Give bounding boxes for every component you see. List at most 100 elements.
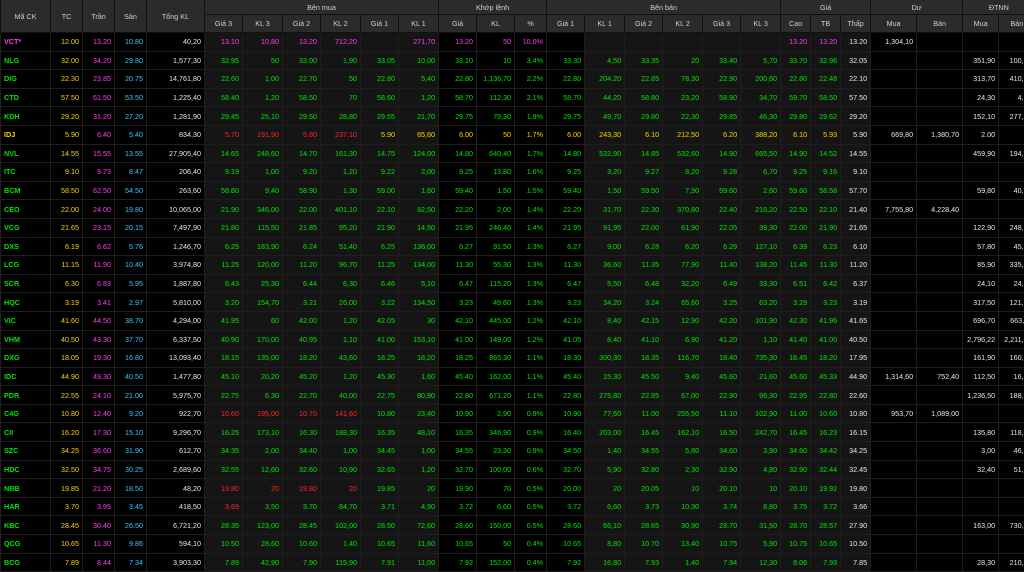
symbol-cell[interactable]: BCG	[1, 553, 51, 572]
subheader-17[interactable]: Thấp	[841, 15, 871, 33]
subheader-5[interactable]: KL 1	[399, 15, 439, 33]
subheader-21[interactable]: Bán	[999, 15, 1024, 33]
symbol-cell[interactable]: NLG	[1, 51, 51, 70]
subheader-11[interactable]: Giá 2	[625, 15, 663, 33]
symbol-cell[interactable]: NBB	[1, 479, 51, 498]
symbol-cell[interactable]: SZC	[1, 442, 51, 461]
header-floor[interactable]: Sàn	[115, 0, 147, 33]
subheader-14[interactable]: KL 3	[741, 15, 781, 33]
symbol-cell[interactable]: KDH	[1, 107, 51, 126]
subheader-6[interactable]: Giá	[439, 15, 477, 33]
data-cell: 1,380,70	[917, 125, 963, 144]
symbol-cell[interactable]: QCG	[1, 535, 51, 554]
data-cell: 7.93	[625, 553, 663, 572]
symbol-cell[interactable]: HQC	[1, 293, 51, 312]
symbol-cell[interactable]: CTD	[1, 88, 51, 107]
subheader-1[interactable]: KL 3	[243, 15, 283, 33]
subheader-9[interactable]: Giá 1	[547, 15, 585, 33]
symbol-cell[interactable]: IDC	[1, 367, 51, 386]
data-cell: 30,90	[663, 516, 703, 535]
data-cell: 41.10	[625, 330, 663, 349]
data-cell: 16.25	[205, 423, 243, 442]
data-cell: 11.10	[703, 404, 741, 423]
data-cell: 135,00	[243, 349, 283, 368]
subheader-2[interactable]: Giá 2	[283, 15, 321, 33]
data-cell: 10.70	[625, 535, 663, 554]
subheader-13[interactable]: Giá 3	[703, 15, 741, 33]
header-total-volume[interactable]: Tổng KL	[147, 0, 205, 33]
subheader-8[interactable]: %	[515, 15, 547, 33]
subheader-20[interactable]: Mua	[963, 15, 999, 33]
header-symbol[interactable]: Mã CK	[1, 0, 51, 33]
data-cell: 41.00	[811, 330, 841, 349]
subheader-3[interactable]: KL 2	[321, 15, 361, 33]
symbol-cell[interactable]: VCT*	[1, 33, 51, 52]
symbol-cell[interactable]: CII	[1, 423, 51, 442]
subheader-19[interactable]: Bán	[917, 15, 963, 33]
symbol-cell[interactable]: DXS	[1, 237, 51, 256]
symbol-cell[interactable]: ITC	[1, 163, 51, 182]
subheader-16[interactable]: TB	[811, 15, 841, 33]
symbol-cell[interactable]: IDJ	[1, 125, 51, 144]
symbol-cell[interactable]: LCG	[1, 256, 51, 275]
data-cell: 22.80	[439, 70, 477, 89]
symbol-cell[interactable]: HDC	[1, 460, 51, 479]
subheader-7[interactable]: KL	[477, 15, 515, 33]
subheader-0[interactable]: Giá 3	[205, 15, 243, 33]
symbol-cell[interactable]: KBC	[1, 516, 51, 535]
subheader-10[interactable]: KL 1	[585, 15, 625, 33]
subheader-15[interactable]: Cao	[781, 15, 811, 33]
subheader-18[interactable]: Mua	[871, 15, 917, 33]
header-ceiling[interactable]: Trần	[83, 0, 115, 33]
symbol-cell[interactable]: HAR	[1, 497, 51, 516]
symbol-cell[interactable]: SCR	[1, 274, 51, 293]
symbol-cell[interactable]: VHM	[1, 330, 51, 349]
symbol-cell[interactable]: CEO	[1, 200, 51, 219]
symbol-cell[interactable]: BCM	[1, 181, 51, 200]
subheader-12[interactable]: KL 2	[663, 15, 703, 33]
data-cell: 32,20	[663, 274, 703, 293]
data-cell: 12,90	[663, 311, 703, 330]
subheader-4[interactable]: Giá 1	[361, 15, 399, 33]
symbol-cell[interactable]: DXG	[1, 349, 51, 368]
data-cell: 11.00	[625, 404, 663, 423]
symbol-cell[interactable]: C4G	[1, 404, 51, 423]
symbol-cell[interactable]: PDR	[1, 386, 51, 405]
header-reference[interactable]: TC	[51, 0, 83, 33]
data-cell: 1,50	[585, 181, 625, 200]
symbol-cell[interactable]: VCG	[1, 218, 51, 237]
symbol-cell[interactable]: VIC	[1, 311, 51, 330]
symbol-cell[interactable]: NVL	[1, 144, 51, 163]
symbol-cell[interactable]: DIG	[1, 70, 51, 89]
data-cell: 9.28	[703, 163, 741, 182]
